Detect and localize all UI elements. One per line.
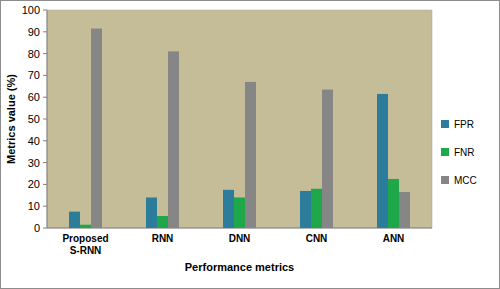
y-tick-label: 50 [28,113,40,125]
x-tick-label: ANN [383,233,405,244]
bar [388,179,399,228]
y-tick-label: 40 [28,135,40,147]
bars [69,29,410,228]
y-tick [43,162,47,163]
y-tick [43,10,47,11]
chart: 0 10 20 30 40 50 60 70 80 90 100 ProposedS-RNN RNN DN… [0,0,500,289]
y-tick [43,97,47,98]
legend-swatch [441,120,449,128]
plot-area [47,10,432,228]
y-axis-label: Metrics value (%) [5,74,17,164]
x-tick-label: CNN [306,233,328,244]
bar [91,29,102,228]
x-tick-label: RNN [152,233,174,244]
y-tick [43,140,47,141]
y-tick [43,31,47,32]
y-tick [43,53,47,54]
bar [300,191,311,228]
y-tick-label: 100 [22,4,40,16]
legend-swatch [441,176,449,184]
y-tick-label: 0 [34,222,40,234]
y-tick [43,206,47,207]
bar [223,190,234,228]
bar [234,197,245,228]
y-tick-label: 80 [28,48,40,60]
bar [322,90,333,228]
y-tick [43,119,47,120]
bar [157,216,168,228]
x-tick-label: ProposedS-RNN [62,233,108,256]
legend-label: FPR [454,119,474,130]
bar [146,197,157,228]
label-line: Proposed [62,233,108,244]
chart-border [1,1,500,289]
y-tick-label: 60 [28,91,40,103]
y-tick [43,184,47,185]
y-tick-label: 30 [28,157,40,169]
bar [245,82,256,228]
y-tick [43,228,47,229]
legend-label: MCC [454,175,477,186]
x-tick-label: DNN [229,233,251,244]
bar [80,225,91,228]
y-tick-label: 70 [28,69,40,81]
y-tick-label: 90 [28,26,40,38]
label-line: S-RNN [70,245,102,256]
bar [168,51,179,228]
legend-label: FNR [454,147,475,158]
bar [69,212,80,228]
legend-swatch [441,148,449,156]
y-tick [43,75,47,76]
bar [399,192,410,228]
x-axis-label: Performance metrics [185,261,294,273]
y-tick-label: 20 [28,178,40,190]
bar [311,189,322,228]
y-tick-label: 10 [28,200,40,212]
bar [377,94,388,228]
